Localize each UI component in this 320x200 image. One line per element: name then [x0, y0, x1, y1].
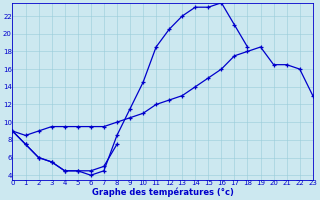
X-axis label: Graphe des températures (°c): Graphe des températures (°c) [92, 188, 234, 197]
